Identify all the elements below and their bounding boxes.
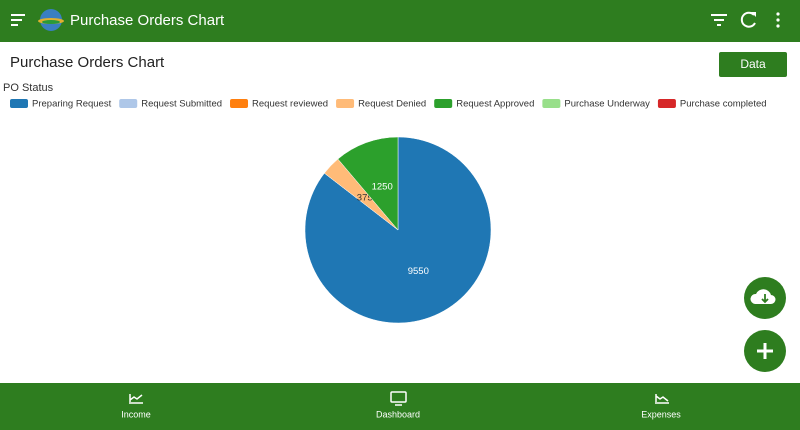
legend-swatch [434, 99, 453, 108]
legend-label: Request Submitted [141, 99, 222, 110]
slice-label: 9550 [408, 266, 429, 277]
legend-title: PO Status [3, 82, 54, 94]
legend-swatch [336, 99, 355, 108]
app-bar-title: Purchase Orders Chart [70, 12, 225, 29]
menu-icon[interactable] [11, 14, 25, 26]
legend-label: Request Approved [456, 99, 534, 110]
legend-label: Request reviewed [252, 99, 328, 110]
legend-swatch [119, 99, 138, 108]
add-fab[interactable] [744, 330, 786, 372]
income-icon[interactable] [129, 394, 143, 404]
data-button-label[interactable]: Data [740, 57, 766, 71]
more-icon[interactable] [776, 12, 780, 28]
nav-label[interactable]: Dashboard [376, 409, 420, 419]
page-title: Purchase Orders Chart [10, 54, 165, 71]
refresh-icon[interactable] [740, 11, 756, 28]
pie-slice [337, 136, 399, 231]
slice-label: 1250 [372, 181, 393, 192]
legend-label: Purchase completed [680, 99, 767, 110]
bottom-nav [0, 383, 800, 430]
legend-label: Purchase Underway [564, 99, 650, 110]
data-button[interactable] [719, 52, 787, 77]
legend-label: Request Denied [358, 99, 426, 110]
legend: Preparing Request Request Submitted Reques… [10, 99, 767, 110]
app-logo [38, 9, 64, 31]
nav-label[interactable]: Income [121, 409, 151, 419]
dashboard-icon[interactable] [390, 391, 407, 406]
slice-label: 375 [357, 193, 373, 204]
legend-swatch [10, 99, 28, 108]
nav-label[interactable]: Expenses [641, 409, 681, 419]
expenses-icon[interactable] [655, 394, 669, 404]
filter-icon[interactable] [711, 14, 727, 26]
legend-swatch [657, 99, 676, 108]
legend-swatch [542, 99, 561, 108]
download-fab[interactable] [744, 277, 786, 319]
legend-swatch [230, 99, 249, 108]
app-bar [0, 0, 800, 42]
legend-label: Preparing Request [32, 99, 112, 110]
